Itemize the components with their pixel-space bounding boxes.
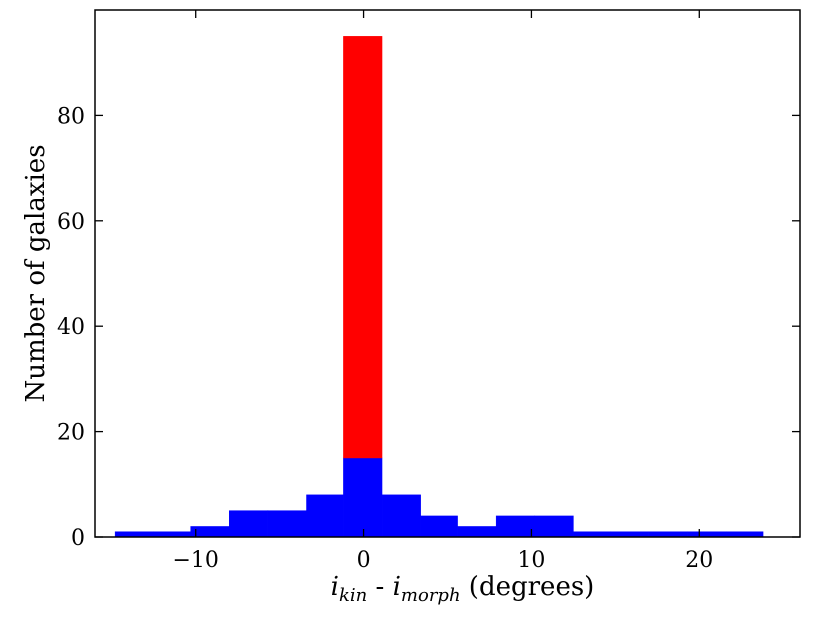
bar-series0-bin3 bbox=[229, 510, 269, 538]
y-tick-label: 40 bbox=[57, 315, 85, 340]
y-axis-label: Number of galaxies bbox=[21, 144, 51, 402]
bar-series0-bin4 bbox=[267, 510, 307, 538]
bar-series0-bin12 bbox=[573, 531, 611, 538]
x-tick-label: 10 bbox=[517, 548, 545, 573]
x-label-sub-2: morph bbox=[401, 585, 461, 606]
bar-series0-bin7 bbox=[381, 494, 421, 538]
bar-series0-bin15 bbox=[687, 531, 727, 538]
x-label-unit: (degrees) bbox=[461, 572, 595, 602]
bar-series0-bin6 bbox=[343, 457, 383, 538]
y-tick-label: 20 bbox=[57, 421, 85, 446]
bar-series0-bin11 bbox=[534, 515, 574, 538]
bars-layer bbox=[114, 36, 764, 538]
x-axis-label: ikin - imorph (degrees) bbox=[331, 572, 595, 606]
y-tick-label: 80 bbox=[57, 104, 85, 129]
bar-series0-bin16 bbox=[725, 531, 764, 538]
x-label-separator: - bbox=[367, 572, 392, 602]
y-tick-label: 60 bbox=[57, 210, 85, 235]
bar-series0-bin10 bbox=[495, 515, 536, 538]
x-label-sub-1: kin bbox=[339, 585, 367, 606]
x-tick-label: −10 bbox=[172, 548, 218, 573]
bar-series0-bin13 bbox=[610, 531, 650, 538]
bar-series0-bin0 bbox=[114, 531, 155, 538]
bar-series1-bin6 bbox=[343, 36, 383, 459]
ticks-layer: −10 0 10 20 0 20 40 60 80 bbox=[57, 10, 800, 573]
bar-series0-bin5 bbox=[306, 494, 344, 538]
bar-series0-bin8 bbox=[420, 515, 458, 538]
x-tick-label: 0 bbox=[357, 548, 371, 573]
bar-series0-bin2 bbox=[190, 526, 230, 538]
bar-series0-bin9 bbox=[457, 526, 497, 538]
y-tick-label: 0 bbox=[71, 526, 85, 551]
bar-series0-bin14 bbox=[648, 531, 688, 538]
plot-frame bbox=[94, 9, 801, 538]
x-label-main-1: i bbox=[331, 572, 339, 602]
bar-series0-bin1 bbox=[153, 531, 191, 538]
x-label-main-2: i bbox=[393, 572, 401, 602]
x-tick-label: 20 bbox=[685, 548, 713, 573]
